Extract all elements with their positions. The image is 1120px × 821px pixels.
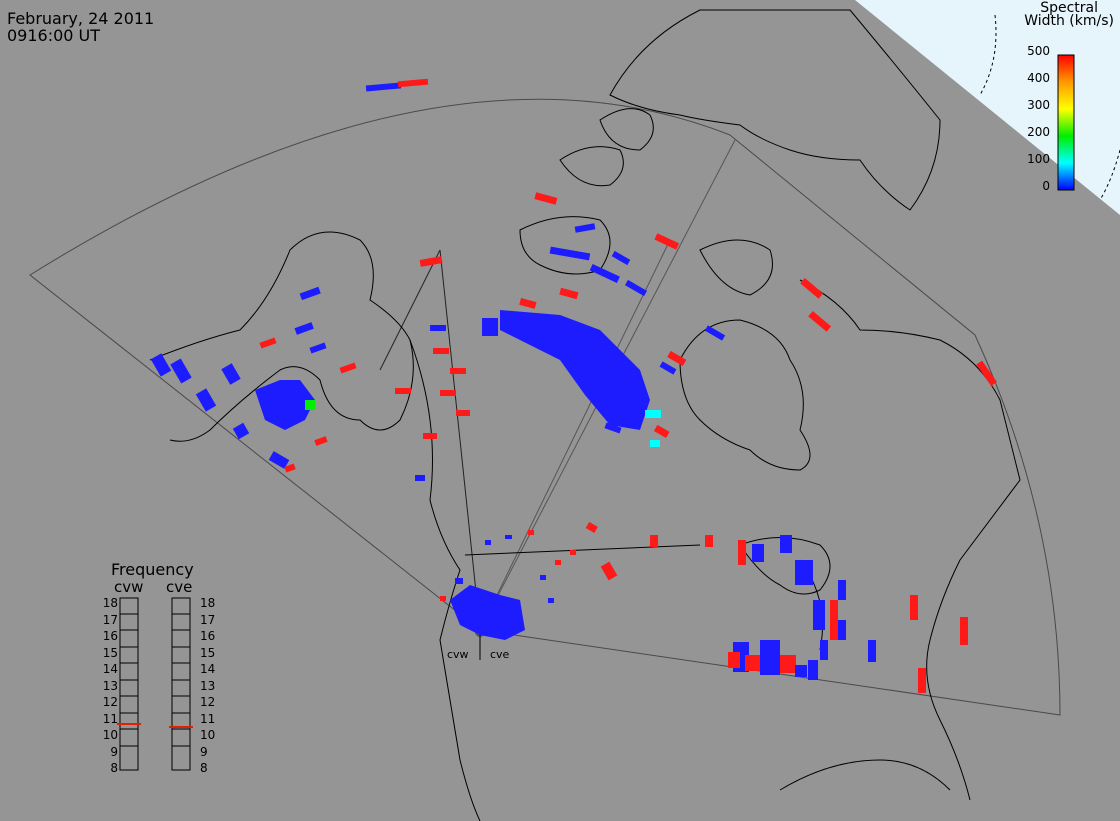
scatter-alaska [150, 286, 357, 473]
frequency-tick-right: 13 [200, 678, 216, 693]
frequency-tick-left: 18 [102, 596, 118, 610]
colorbar-tick: 300 [1027, 98, 1050, 112]
frequency-tick-right: 17 [200, 612, 216, 627]
radar-site-label-cvw: cvw [447, 648, 469, 661]
scatter-fan-near-sites [440, 530, 576, 640]
frequency-col-label-cve: cve [166, 578, 193, 596]
frequency-tick-right: 18 [200, 596, 216, 610]
frequency-tick-right: 10 [200, 728, 216, 742]
coastlines [149, 9, 1021, 821]
fov-beam-line [439, 249, 481, 631]
colorbar-tick: 500 [1027, 44, 1050, 58]
pole-region [855, 0, 1120, 215]
frequency-tick-right: 15 [200, 645, 216, 660]
pole-circle [979, 14, 997, 96]
frequency-tick-left: 15 [102, 645, 118, 660]
colorbar-tick: 400 [1027, 71, 1050, 85]
frequency-tick-right: 12 [200, 695, 216, 709]
date-label: February, 24 2011 [7, 9, 155, 28]
colorbar-tick: 200 [1027, 125, 1050, 139]
scatter-arctic-band [395, 192, 997, 481]
radar-site-label-cve: cve [490, 648, 510, 661]
fov-beam-line-2 [379, 249, 441, 371]
frequency-tick-left: 14 [102, 662, 118, 676]
frequency-tick-left: 10 [102, 728, 118, 742]
frequency-tick-right: 11 [200, 711, 216, 726]
frequency-panel-boxes [119, 597, 191, 771]
fov-beam-line-4 [479, 239, 671, 631]
frequency-tick-left: 9 [110, 744, 118, 759]
colorbar-tick: 100 [1027, 152, 1050, 166]
colorbar-tick: 0 [1042, 179, 1050, 193]
frequency-tick-right: 16 [200, 629, 216, 643]
scatter-us [585, 521, 968, 693]
frequency-col-label-cvw: cvw [114, 578, 144, 596]
frequency-tick-right: 14 [200, 662, 216, 676]
canada-us-border [464, 544, 701, 556]
frequency-tick-left: 11 [102, 711, 118, 726]
frequency-tick-right: 8 [200, 761, 208, 775]
frequency-tick-left: 12 [102, 695, 118, 709]
frequency-tick-right: 9 [200, 744, 208, 759]
frequency-tick-left: 8 [110, 761, 118, 775]
time-label: 0916:00 UT [7, 26, 101, 45]
frequency-tick-left: 17 [102, 612, 118, 627]
colorbar [1057, 54, 1075, 191]
frequency-title: Frequency [111, 560, 194, 579]
fov-outline [29, 98, 1061, 716]
colorbar-title-2: Width (km/s) [1024, 13, 1114, 29]
frequency-tick-left: 13 [102, 678, 118, 693]
pole-circle-2 [1099, 149, 1120, 201]
scatter-fov-top [365, 78, 429, 92]
frequency-tick-left: 16 [102, 629, 118, 643]
colorbar-title-1: Spectral [1040, 0, 1098, 16]
